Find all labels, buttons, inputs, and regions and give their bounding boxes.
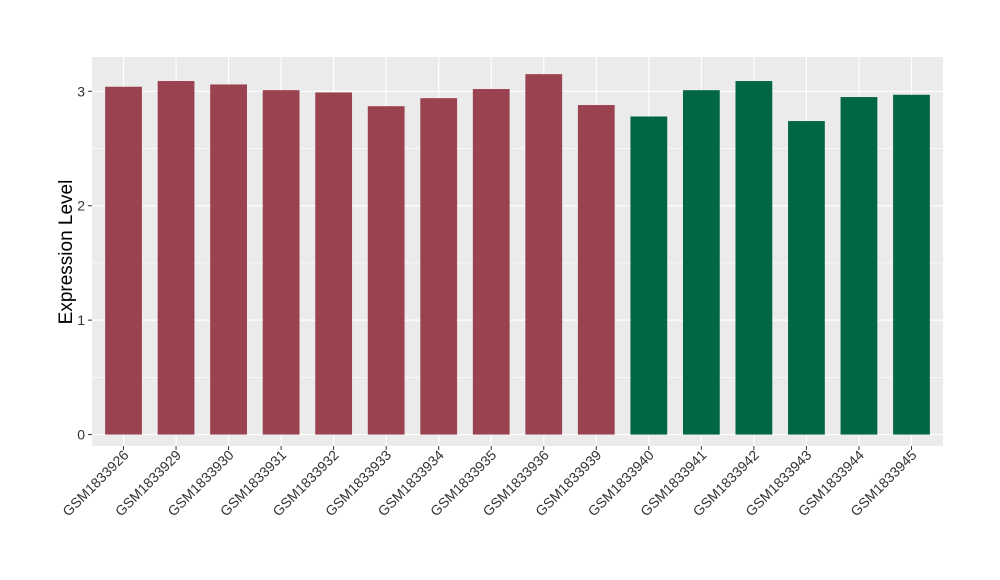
y-tick-label: 2 xyxy=(77,198,85,214)
y-axis: 0 1 2 3 xyxy=(77,83,92,443)
bar-GSM1833939 xyxy=(577,105,615,435)
bars xyxy=(105,74,930,435)
bar-GSM1833931 xyxy=(262,90,300,435)
bar-GSM1833930 xyxy=(210,84,247,435)
x-axis: GSM1833926GSM1833929GSM1833930GSM1833931… xyxy=(59,446,920,519)
bar-GSM1833941 xyxy=(682,90,720,435)
y-axis-title: Expression Level xyxy=(56,180,77,325)
y-tick-label: 1 xyxy=(77,312,85,328)
bar-GSM1833942 xyxy=(735,81,773,435)
bar-GSM1833934 xyxy=(420,98,458,435)
bar-GSM1833929 xyxy=(157,81,195,435)
bar-GSM1833945 xyxy=(893,94,930,435)
bar-GSM1833935 xyxy=(472,89,510,435)
bar-GSM1833943 xyxy=(788,121,825,435)
bar-GSM1833933 xyxy=(367,106,405,435)
y-tick-label: 0 xyxy=(77,427,85,443)
bar-GSM1833940 xyxy=(630,116,668,435)
bar-GSM1833926 xyxy=(105,86,142,435)
bar-GSM1833944 xyxy=(840,97,878,435)
bar-GSM1833932 xyxy=(315,92,353,435)
bar-GSM1833936 xyxy=(525,74,563,435)
y-tick-label: 3 xyxy=(77,83,85,99)
